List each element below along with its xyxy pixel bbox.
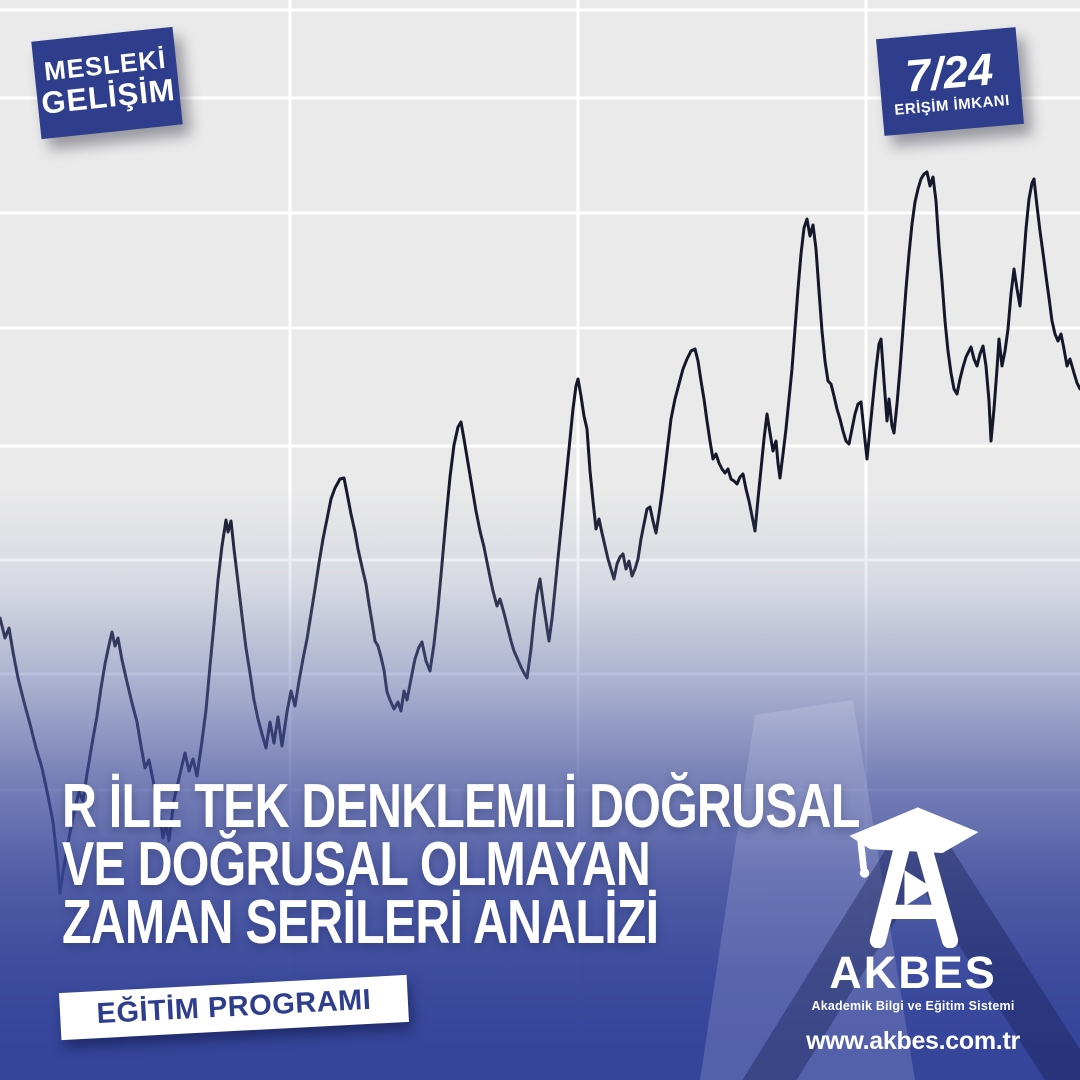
akbes-logo-block: AKBES Akademik Bilgi ve Eğitim Sistemi w… xyxy=(806,796,1020,1056)
play-icon xyxy=(904,870,933,907)
graduation-cap-icon xyxy=(849,807,979,853)
akbes-logo-icon xyxy=(849,807,979,948)
course-title-line2: VE DOĞRUSAL OLMAYAN xyxy=(62,830,651,899)
egitim-programi-label: EĞİTİM PROGRAMI xyxy=(95,983,373,1031)
graduation-cap-tassel-tip xyxy=(859,868,870,878)
graduation-cap-tassel xyxy=(857,838,867,872)
badge-mesleki-gelisim: MESLEKİ GELİŞİM xyxy=(31,26,183,140)
badge-7-24: 7/24 ERİŞİM İMKANI xyxy=(876,27,1024,136)
course-title: R İLE TEK DENKLEMLİ DOĞRUSAL VE DOĞRUSAL… xyxy=(62,772,860,957)
course-title-line1: R İLE TEK DENKLEMLİ DOĞRUSAL xyxy=(62,772,860,841)
badge-7-24-number: 7/24 xyxy=(903,42,996,102)
logo-tagline: Akademik Bilgi ve Eğitim Sistemi xyxy=(811,999,1015,1013)
logo-name: AKBES xyxy=(829,947,997,998)
website-url: www.akbes.com.tr xyxy=(806,1027,1020,1055)
course-title-line3: ZAMAN SERİLERİ ANALİZİ xyxy=(62,888,659,957)
